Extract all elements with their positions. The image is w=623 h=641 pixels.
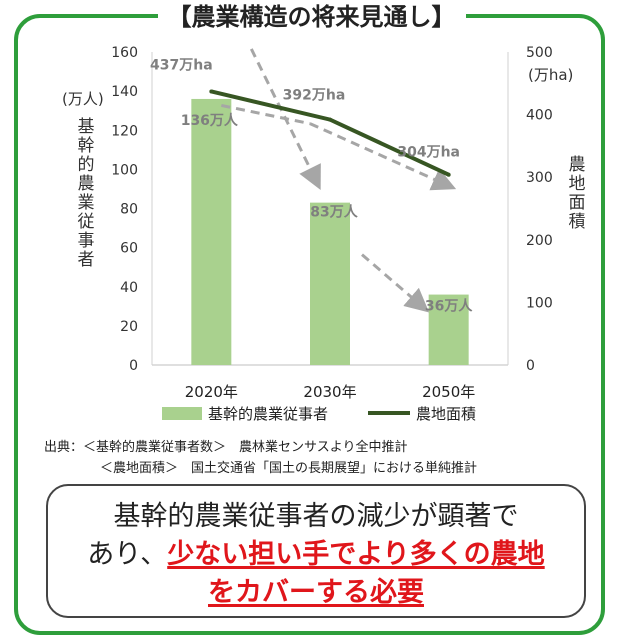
legend-label-line: 農地面積 (416, 405, 476, 423)
right-tick-label: 300 (526, 170, 553, 186)
left-tick-label: 140 (111, 84, 138, 100)
left-tick-label: 0 (129, 358, 138, 374)
line-data-label: 392万ha (283, 88, 346, 104)
right-tick-label: 0 (526, 358, 535, 374)
left-tick-label: 20 (120, 319, 138, 335)
summary-emphasis-2: をカバーする必要 (208, 577, 424, 608)
bar-data-label: 136万人 (181, 112, 239, 129)
right-tick-label: 500 (526, 45, 553, 61)
bar (310, 202, 350, 365)
right-tick-label: 200 (526, 233, 553, 249)
line-data-label: 437万ha (150, 57, 213, 73)
x-tick-label: 2050年 (422, 383, 475, 401)
left-tick-label: 160 (111, 45, 138, 61)
left-tick-label: 40 (120, 280, 138, 296)
trend-arrow (249, 48, 321, 191)
line-data-label: 304万ha (397, 145, 460, 161)
right-axis-title: 農地面積 (569, 155, 586, 232)
left-tick-label: 60 (120, 241, 138, 257)
right-tick-label: 100 (526, 295, 553, 311)
summary-line-1: 基幹的農業従事者の減少が顕著で (113, 501, 519, 532)
right-tick-label: 400 (526, 108, 553, 124)
source-line-1: 出典：＜基幹的農業従事者数＞ 農林業センサスより全中推計 (44, 440, 408, 455)
line-point (446, 172, 451, 177)
source-line-2: ＜農地面積＞ 国土交通省「国土の長期展望」における単純推計 (100, 461, 478, 476)
trend-arrow (221, 103, 311, 126)
line-point (209, 89, 214, 94)
bar-data-label: 83万人 (310, 204, 358, 221)
summary-line-2: あり、少ない担い手でより多くの農地 (48, 536, 584, 574)
summary-line-2-prefix: あり、 (87, 539, 168, 570)
bar-data-label: 36万人 (425, 298, 473, 315)
left-tick-label: 80 (120, 202, 138, 218)
chart: 0 20 40 60 80 100 120 140 160 0 100 200 300 400 500 (万人… (62, 45, 586, 423)
trend-arrow (309, 122, 457, 191)
summary-emphasis-1: 少ない担い手でより多くの農地 (167, 539, 545, 570)
right-axis-unit: (万ha) (528, 66, 573, 84)
left-tick-label: 100 (111, 162, 138, 178)
x-tick-label: 2030年 (303, 383, 356, 401)
left-tick-label: 120 (111, 123, 138, 139)
legend-swatch-bars (162, 407, 202, 420)
page-title: 【農業構造の将来見通し】 (0, 0, 623, 34)
bar (191, 98, 232, 365)
x-tick-label: 2020年 (185, 383, 238, 401)
legend-label-bars: 基幹的農業従事者 (208, 405, 328, 423)
line-point (328, 117, 332, 122)
page-title-text: 【農業構造の将来見通し】 (157, 3, 466, 31)
summary-box: 基幹的農業従事者の減少が顕著で あり、少ない担い手でより多くの農地 をカバーする… (46, 484, 586, 618)
summary-line-3: をカバーする必要 (48, 574, 584, 612)
trend-arrow (361, 253, 430, 313)
left-axis-title: 基幹的農業従事者 (78, 117, 95, 270)
left-axis-unit: (万人) (62, 90, 104, 108)
bar (428, 294, 469, 365)
